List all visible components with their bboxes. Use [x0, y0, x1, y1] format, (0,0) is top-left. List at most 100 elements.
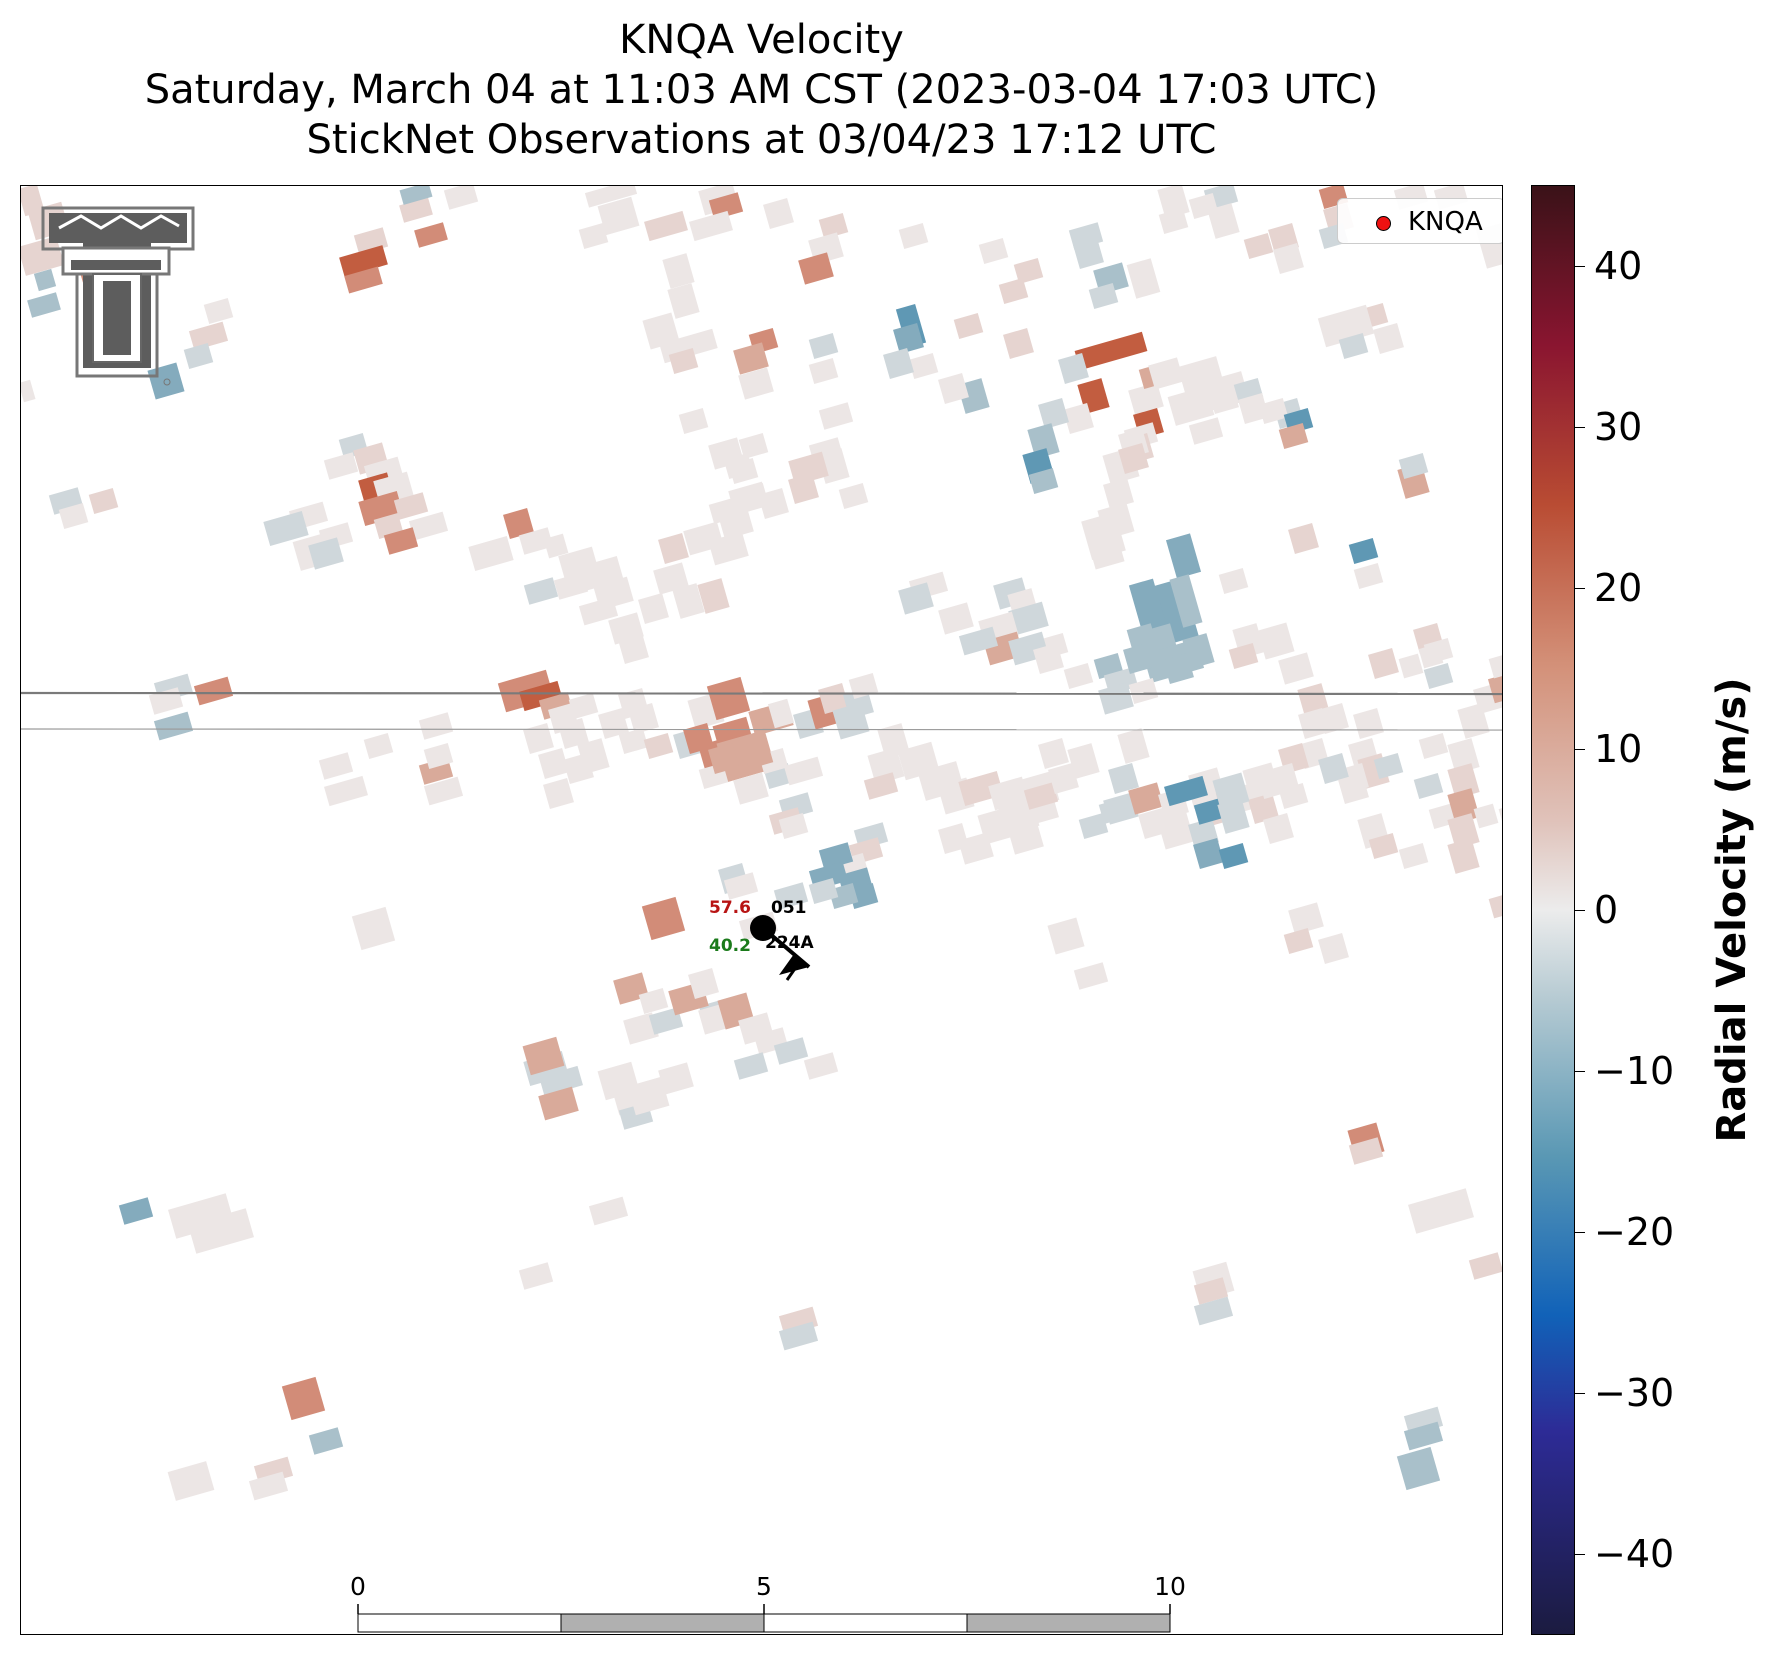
wind-barb-flag: [779, 954, 809, 975]
radar-pixel: [598, 708, 629, 739]
radar-pixel: [697, 578, 730, 614]
radar-pixel: [1098, 682, 1134, 715]
radar-pixel: [688, 968, 719, 999]
radar-pixel: [672, 583, 705, 619]
scale-label-10: 10: [1154, 1572, 1186, 1601]
radar-pixel: [1193, 1296, 1234, 1326]
radar-pixel: [1038, 738, 1069, 769]
radar-pixel: [1318, 753, 1349, 784]
radar-pixel: [167, 1461, 215, 1501]
radar-pixel: [1447, 838, 1480, 874]
radar-pixel: [773, 1037, 809, 1065]
radar-pixel: [543, 533, 569, 559]
radar-pixel: [203, 297, 234, 325]
radar-pixel: [738, 367, 774, 400]
radar-pixel: [1248, 793, 1279, 824]
radar-pixel: [1283, 927, 1314, 955]
radar-pixel: [1003, 328, 1034, 359]
radar-map-panel: KNQA 0 5 10 km 57.6 051 40.2 224A: [20, 185, 1503, 1635]
radar-pixel: [767, 698, 795, 729]
radar-pixel: [773, 882, 809, 910]
radar-pixel: [578, 222, 609, 250]
radar-pixel: [563, 753, 594, 784]
radar-pixel: [263, 510, 309, 547]
radar-pixel: [1373, 323, 1404, 354]
radar-pixel: [1153, 578, 1199, 644]
radar-pixel: [638, 593, 669, 624]
radar-pixel: [1468, 1252, 1502, 1280]
radar-pixel: [1117, 728, 1150, 764]
radar-pixel: [1088, 282, 1119, 310]
colorbar-title: Radial Velocity (m/s): [1709, 677, 1755, 1143]
radar-pixel: [648, 1007, 684, 1035]
radar-pixel: [803, 1052, 839, 1080]
radar-pixel: [689, 210, 733, 242]
radar-pixel: [738, 482, 769, 510]
radar-pixel: [867, 747, 905, 785]
radar-pixel: [627, 1076, 670, 1116]
radar-velocity-pixels: [21, 186, 1502, 1501]
radar-pixel: [1128, 677, 1159, 705]
radar-pixel: [738, 432, 769, 460]
radar-pixel: [1218, 842, 1249, 870]
radar-pixel: [58, 502, 89, 530]
radar-pixel: [1098, 797, 1129, 825]
radar-pixel: [1273, 243, 1304, 274]
radar-pixel: [808, 332, 839, 360]
radar-pixel: [877, 723, 910, 759]
radar-pixel: [1023, 782, 1059, 810]
radar-pixel: [118, 1197, 154, 1225]
radar-pixel: [808, 877, 839, 905]
radar-pixel: [1373, 752, 1404, 780]
radar-pixel: [1278, 652, 1314, 685]
radar-pixel: [1368, 832, 1399, 860]
radar-pixel: [1163, 653, 1194, 684]
radar-pixel: [938, 373, 969, 404]
radar-pixel: [838, 482, 869, 510]
radar-pixel: [1063, 403, 1094, 434]
radar-pixel: [938, 823, 969, 854]
colorbar-tick: [1575, 426, 1585, 428]
radar-pixel: [1074, 331, 1148, 371]
radar-pixel: [383, 527, 419, 555]
texas-tech-double-t-logo: [41, 206, 195, 386]
radar-pixel: [1218, 567, 1249, 595]
radar-pixel: [1047, 917, 1085, 955]
radar-pixel: [21, 236, 65, 276]
radar-pixel: [1217, 798, 1250, 834]
radar-pixel: [1263, 813, 1294, 844]
radar-pixel: [33, 268, 57, 292]
scale-bar: [357, 1604, 1171, 1633]
radar-pixel: [523, 723, 554, 754]
radar-pixel: [863, 772, 899, 800]
radar-pixel: [788, 451, 829, 486]
radar-pixel: [1338, 773, 1369, 804]
station-circle: [750, 915, 776, 941]
radar-pixel: [1128, 782, 1164, 815]
radar-pixel: [618, 633, 649, 664]
radar-pixel: [1238, 393, 1269, 424]
radar-pixel: [1167, 386, 1215, 426]
radar-pixel: [1418, 732, 1449, 760]
radar-pixel: [1169, 574, 1203, 628]
radar-pixel: [351, 906, 396, 951]
radar-pixel: [503, 508, 534, 539]
radar-pixel: [708, 192, 744, 220]
radar-pixel: [1398, 653, 1424, 679]
radar-pixel: [568, 692, 599, 720]
radar-pixel: [623, 1012, 659, 1045]
radar-pixel: [519, 680, 563, 712]
radar-pixel: [1398, 452, 1429, 480]
radar-pixel: [21, 379, 36, 403]
radar-pixel: [1123, 643, 1154, 674]
radar-pixel: [27, 292, 61, 318]
radar-pixel: [658, 533, 689, 564]
radar-pixel: [1353, 562, 1384, 590]
map-legend: KNQA: [1337, 198, 1502, 244]
radar-pixel: [638, 987, 669, 1015]
colorbar-tick: [1575, 1393, 1585, 1395]
radar-pixel: [1353, 708, 1384, 739]
radar-pixel: [558, 718, 589, 749]
radar-pixel: [188, 1208, 254, 1254]
radar-pixel: [678, 407, 709, 435]
